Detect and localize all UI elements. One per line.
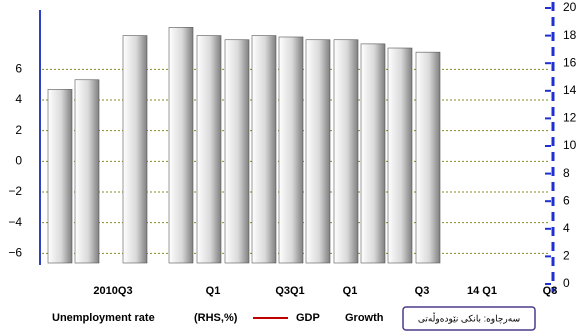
bar — [74, 79, 100, 264]
legend-label: GDP — [296, 312, 320, 324]
legend-label: (RHS,%) — [194, 312, 238, 324]
bar — [224, 39, 250, 264]
y2-tick-label: 6 — [563, 193, 570, 207]
y2-tick-label: 8 — [563, 166, 570, 180]
y-tick-label: 6 — [15, 62, 22, 76]
y2-tick-label: 0 — [563, 276, 570, 290]
y2-tick-label: 12 — [563, 111, 577, 125]
y2-tick-label: 14 — [563, 83, 577, 97]
x-tick-label: 2010Q3 — [93, 285, 132, 297]
x-tick-label: 14 Q1 — [467, 285, 497, 297]
x-tick-label: Q1 — [206, 285, 221, 297]
bar — [387, 47, 413, 264]
y-tick-label: −4 — [8, 215, 22, 229]
y2-tick-label: 16 — [563, 55, 577, 69]
y2-tick-label: 10 — [563, 138, 577, 152]
bar — [360, 43, 386, 264]
bar — [415, 51, 441, 264]
bar — [333, 39, 359, 264]
y-tick-label: 2 — [15, 123, 22, 137]
bar — [305, 39, 331, 264]
source: سەرچاوە: بانکی نێودەوڵەتی — [418, 312, 520, 324]
x-tick-label: Q3Q1 — [275, 285, 304, 297]
bar — [278, 36, 304, 264]
bar — [47, 89, 73, 264]
y-tick-label: 4 — [15, 92, 22, 106]
bar — [196, 35, 222, 264]
y2-tick-label: 4 — [563, 221, 570, 235]
y2-tick-label: 20 — [563, 0, 577, 14]
source-box — [402, 306, 536, 331]
legend-label: Growth — [345, 312, 384, 324]
bar — [251, 35, 277, 264]
y2-tick-label: 2 — [563, 249, 570, 263]
legend-label: Unemployment rate — [52, 312, 155, 324]
x-tick-label: Q3 — [543, 285, 558, 297]
y-tick-label: −6 — [8, 246, 22, 260]
y-tick-label: −2 — [8, 184, 22, 198]
bar — [122, 35, 148, 264]
x-tick-label: Q1 — [343, 285, 358, 297]
y-tick-label: 0 — [15, 154, 22, 168]
y2-tick-label: 18 — [563, 28, 577, 42]
x-tick-label: Q3 — [415, 285, 430, 297]
bar — [168, 27, 194, 264]
